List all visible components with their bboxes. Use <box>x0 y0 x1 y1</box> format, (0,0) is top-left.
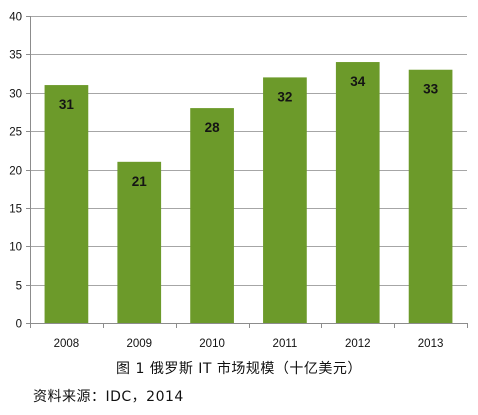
x-tick-label-2008: 2008 <box>54 338 80 350</box>
data-label-2010: 28 <box>205 120 221 135</box>
data-label-2009: 21 <box>132 174 148 189</box>
bar-2012 <box>335 62 380 324</box>
data-label-2012: 34 <box>350 74 366 89</box>
y-tick-label-0: 0 <box>16 319 22 331</box>
bar-2010 <box>190 108 234 323</box>
y-tick-label-15: 15 <box>9 204 22 216</box>
x-tick-label-2009: 2009 <box>126 338 152 350</box>
x-tick-label-2011: 2011 <box>273 338 298 350</box>
y-tick-label-10: 10 <box>9 242 22 254</box>
y-tick-label-25: 25 <box>9 127 22 139</box>
bar-2013 <box>408 69 453 323</box>
bar-2009 <box>117 161 162 323</box>
data-label-2008: 31 <box>59 97 75 112</box>
source-note: 资料来源：IDC，2014 <box>33 389 184 405</box>
y-tick-label-40: 40 <box>9 12 22 24</box>
bar-2008 <box>44 85 89 323</box>
grid-lines <box>30 16 467 286</box>
y-tick-label-35: 35 <box>9 50 22 62</box>
x-tick-label-2013: 2013 <box>418 338 444 350</box>
bar-chart: 0 5 10 15 20 25 30 35 40 31 2008 21 2009 28 2010 32 2011… <box>9 12 468 351</box>
axes <box>26 16 468 328</box>
bar-2011 <box>263 77 307 324</box>
bars <box>44 62 453 324</box>
y-tick-label-5: 5 <box>16 281 22 293</box>
labels: 0 5 10 15 20 25 30 35 40 31 2008 21 2009 28 2010 32 2011… <box>9 12 443 351</box>
data-label-2011: 32 <box>277 89 292 104</box>
x-tick-label-2012: 2012 <box>345 338 371 350</box>
y-tick-label-20: 20 <box>9 166 22 178</box>
chart-area: 0 5 10 15 20 25 30 35 40 31 2008 21 2009 28 2010 32 2011… <box>9 12 468 351</box>
y-tick-label-30: 30 <box>9 89 22 101</box>
data-label-2013: 33 <box>423 82 439 97</box>
figure-caption: 图 1 俄罗斯 IT 市场规模（十亿美元） <box>116 361 362 377</box>
x-tick-label-2010: 2010 <box>199 338 225 350</box>
